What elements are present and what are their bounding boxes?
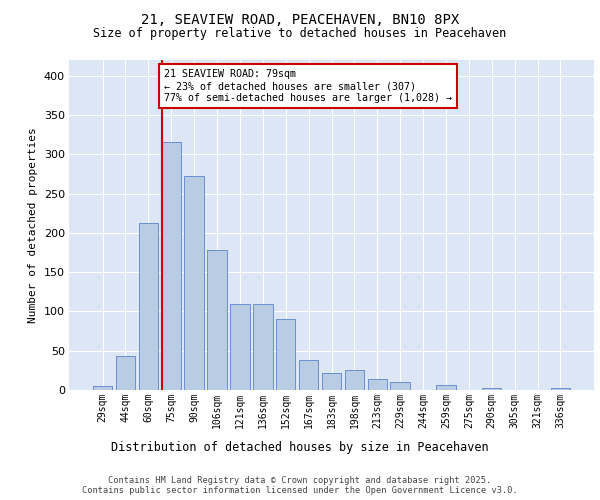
Bar <box>276 320 295 390</box>
Bar <box>161 142 181 390</box>
Bar <box>344 370 364 390</box>
Bar <box>391 382 410 390</box>
Bar <box>436 386 455 390</box>
Text: Size of property relative to detached houses in Peacehaven: Size of property relative to detached ho… <box>94 28 506 40</box>
Bar <box>208 250 227 390</box>
Bar <box>368 379 387 390</box>
Text: Distribution of detached houses by size in Peacehaven: Distribution of detached houses by size … <box>111 441 489 454</box>
Bar <box>93 386 112 390</box>
Text: 21 SEAVIEW ROAD: 79sqm
← 23% of detached houses are smaller (307)
77% of semi-de: 21 SEAVIEW ROAD: 79sqm ← 23% of detached… <box>164 70 452 102</box>
Bar <box>322 372 341 390</box>
Bar <box>299 360 319 390</box>
Bar <box>253 304 272 390</box>
Bar <box>139 222 158 390</box>
Bar <box>116 356 135 390</box>
Bar <box>230 304 250 390</box>
Text: Contains HM Land Registry data © Crown copyright and database right 2025.
Contai: Contains HM Land Registry data © Crown c… <box>82 476 518 495</box>
Text: 21, SEAVIEW ROAD, PEACEHAVEN, BN10 8PX: 21, SEAVIEW ROAD, PEACEHAVEN, BN10 8PX <box>141 12 459 26</box>
Y-axis label: Number of detached properties: Number of detached properties <box>28 127 38 323</box>
Bar <box>184 176 204 390</box>
Bar <box>482 388 502 390</box>
Bar <box>551 388 570 390</box>
